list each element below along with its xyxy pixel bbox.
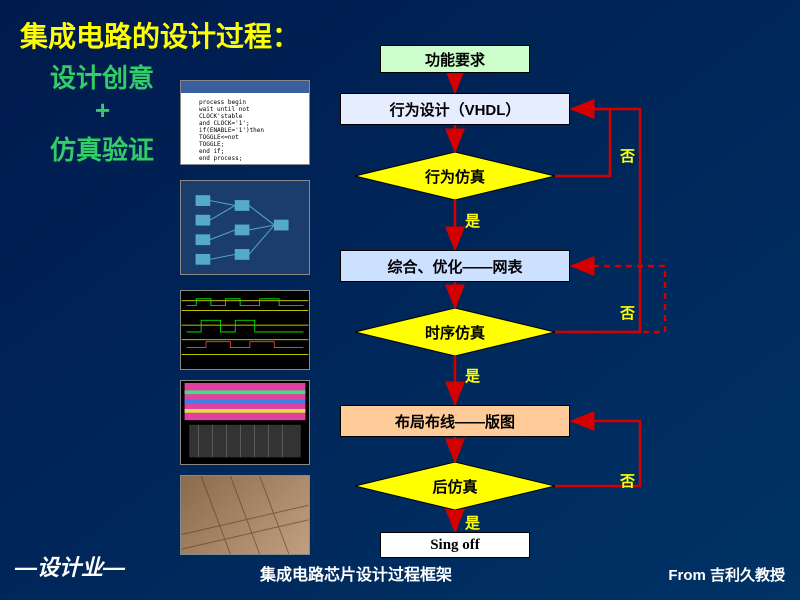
box-label: 布局布线——版图 — [395, 411, 515, 432]
diamond-label: 时序仿真 — [425, 322, 485, 343]
thumb-die — [180, 475, 310, 555]
yes-label: 是 — [465, 210, 480, 231]
yes-label: 是 — [465, 365, 480, 386]
no-label: 否 — [620, 302, 635, 323]
thumb-code: process beginwait until notCLOCK'stablea… — [180, 80, 310, 165]
diamond-behavior-sim: 行为仿真 — [355, 152, 555, 200]
thumb-waveform — [180, 290, 310, 370]
thumb-layout — [180, 380, 310, 465]
no-label: 否 — [620, 470, 635, 491]
flowchart-arrows — [0, 0, 800, 600]
yes-label: 是 — [465, 512, 480, 533]
box-functional-req: 功能要求 — [380, 45, 530, 73]
diamond-post-sim: 后仿真 — [355, 462, 555, 510]
diamond-label: 后仿真 — [432, 476, 477, 497]
thumb-schematic — [180, 180, 310, 275]
box-layout: 布局布线——版图 — [340, 405, 570, 437]
no-label: 否 — [620, 145, 635, 166]
diamond-label: 行为仿真 — [425, 166, 485, 187]
box-behavior-design: 行为设计（VHDL） — [340, 93, 570, 125]
box-signoff: Sing off — [380, 532, 530, 558]
box-label: 综合、优化——网表 — [387, 256, 522, 277]
box-label: 行为设计（VHDL） — [390, 99, 521, 120]
box-label: Sing off — [430, 537, 480, 554]
diamond-timing-sim: 时序仿真 — [355, 308, 555, 356]
box-label: 功能要求 — [425, 49, 485, 70]
box-synthesis: 综合、优化——网表 — [340, 250, 570, 282]
